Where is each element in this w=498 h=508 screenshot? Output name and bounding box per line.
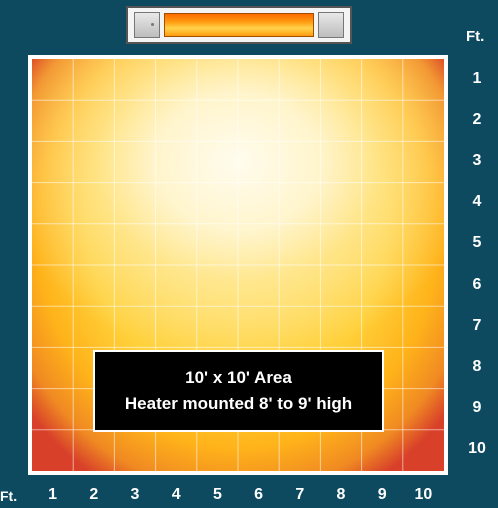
column-label: 4 <box>171 486 181 503</box>
column-label: 7 <box>295 486 305 503</box>
column-label: 9 <box>377 486 387 503</box>
column-label: 1 <box>48 486 58 503</box>
row-label: 10 <box>468 440 486 458</box>
column-label: 6 <box>254 486 264 503</box>
row-label: 8 <box>472 358 482 375</box>
caption-box: 10' x 10' Area Heater mounted 8' to 9' h… <box>93 350 384 432</box>
row-label: 9 <box>472 399 482 417</box>
column-label: 8 <box>336 486 346 503</box>
column-label: 2 <box>89 486 99 503</box>
heater-end-cap-right <box>318 12 344 38</box>
row-label: 6 <box>472 275 482 293</box>
row-label: 5 <box>472 234 482 252</box>
row-label: 3 <box>472 152 482 169</box>
column-label: 5 <box>212 486 222 503</box>
row-label: 1 <box>472 69 482 87</box>
heater-element <box>164 13 314 37</box>
units-label-bottom: Ft. <box>0 488 18 504</box>
units-label-top: Ft. <box>466 28 485 45</box>
column-label: 3 <box>130 486 140 503</box>
row-label: 2 <box>472 110 482 128</box>
heater-end-cap-left <box>134 12 160 38</box>
heated-area <box>28 55 448 475</box>
infrared-heater-icon <box>126 6 352 44</box>
row-label: 7 <box>472 316 482 334</box>
row-label: 4 <box>472 193 482 211</box>
caption-title: 10' x 10' Area <box>185 368 292 387</box>
column-label: 10 <box>414 486 433 503</box>
caption-subtitle: Heater mounted 8' to 9' high <box>124 394 353 413</box>
